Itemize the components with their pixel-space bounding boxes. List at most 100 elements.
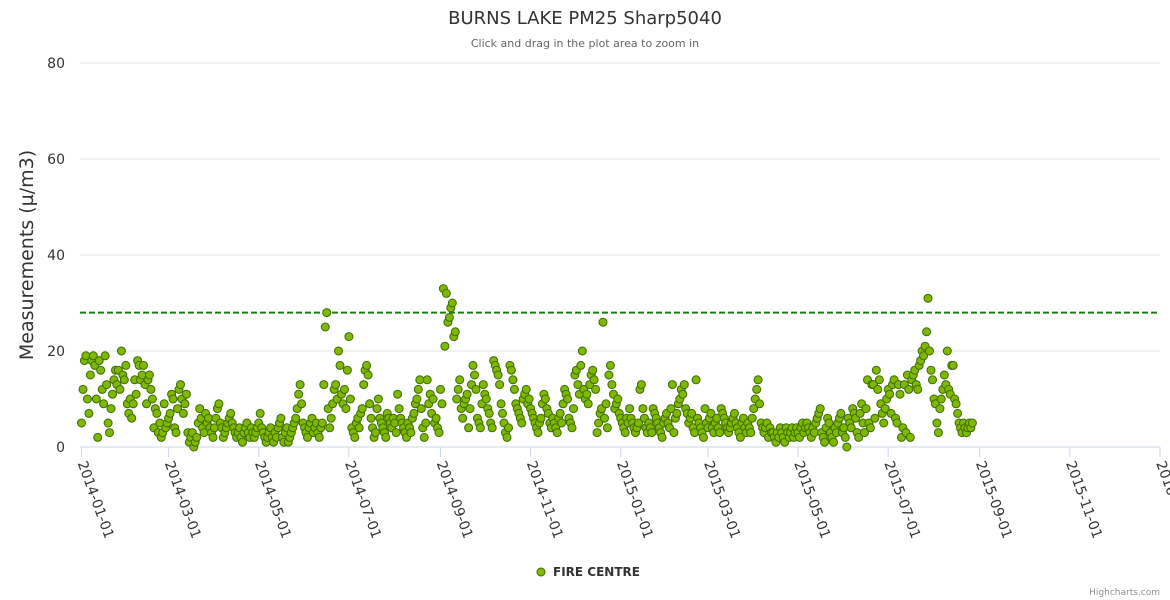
data-point[interactable] (131, 389, 141, 399)
data-point[interactable] (860, 428, 869, 438)
data-point[interactable] (625, 404, 635, 414)
data-point[interactable] (297, 399, 307, 409)
data-point[interactable] (458, 413, 468, 423)
data-point[interactable] (471, 384, 481, 394)
data-point[interactable] (340, 384, 349, 394)
data-point[interactable] (444, 312, 454, 322)
data-point[interactable] (335, 360, 345, 370)
data-point[interactable] (594, 418, 604, 428)
data-point[interactable] (406, 428, 416, 438)
data-point[interactable] (892, 418, 902, 428)
data-point[interactable] (647, 428, 657, 438)
data-point[interactable] (842, 442, 852, 452)
data-point[interactable] (77, 418, 86, 428)
data-point[interactable] (103, 418, 113, 428)
data-point[interactable] (357, 404, 367, 414)
data-point[interactable] (475, 423, 485, 433)
data-point[interactable] (94, 356, 104, 366)
data-point[interactable] (846, 423, 856, 433)
data-point[interactable] (431, 413, 441, 423)
data-point[interactable] (885, 389, 895, 399)
data-point[interactable] (638, 404, 648, 414)
data-point[interactable] (922, 327, 932, 337)
data-point[interactable] (613, 394, 623, 404)
data-point[interactable] (524, 394, 534, 404)
data-point[interactable] (82, 394, 92, 404)
data-point[interactable] (700, 404, 710, 414)
data-point[interactable] (699, 432, 708, 442)
data-point[interactable] (925, 346, 934, 356)
data-point[interactable] (939, 370, 949, 380)
data-point[interactable] (747, 413, 757, 423)
data-point[interactable] (322, 308, 332, 318)
data-point[interactable] (394, 404, 404, 414)
data-point[interactable] (879, 418, 889, 428)
data-point[interactable] (936, 394, 946, 404)
data-point[interactable] (573, 380, 583, 390)
data-point[interactable] (372, 404, 382, 414)
data-point[interactable] (592, 428, 602, 438)
data-point[interactable] (159, 399, 169, 409)
data-point[interactable] (919, 351, 929, 361)
data-point[interactable] (576, 360, 586, 370)
data-point[interactable] (371, 428, 380, 438)
data-point[interactable] (294, 389, 304, 399)
data-point[interactable] (334, 346, 343, 356)
data-point[interactable] (540, 394, 550, 404)
data-point[interactable] (953, 408, 963, 418)
data-point[interactable] (755, 399, 765, 409)
data-point[interactable] (314, 432, 324, 442)
data-point[interactable] (178, 408, 188, 418)
data-point[interactable] (455, 375, 465, 385)
data-point[interactable] (667, 380, 677, 390)
data-point[interactable] (331, 380, 341, 390)
data-point[interactable] (591, 384, 601, 394)
data-point[interactable] (933, 428, 943, 438)
data-point[interactable] (342, 365, 352, 375)
data-point[interactable] (502, 432, 512, 442)
data-point[interactable] (441, 288, 451, 298)
data-point[interactable] (139, 360, 148, 370)
data-point[interactable] (102, 380, 112, 390)
data-point[interactable] (815, 404, 825, 414)
data-point[interactable] (180, 399, 190, 409)
data-point[interactable] (421, 418, 431, 428)
data-point[interactable] (555, 408, 565, 418)
data-point[interactable] (437, 399, 447, 409)
data-point[interactable] (504, 423, 513, 433)
data-point[interactable] (746, 428, 756, 438)
data-point[interactable] (508, 375, 518, 385)
data-point[interactable] (600, 413, 609, 423)
data-point[interactable] (366, 413, 376, 423)
data-point[interactable] (557, 418, 567, 428)
data-point[interactable] (393, 389, 403, 399)
data-point[interactable] (350, 432, 360, 442)
data-point[interactable] (176, 380, 185, 390)
data-point[interactable] (428, 394, 438, 404)
data-point[interactable] (679, 380, 689, 390)
data-point[interactable] (416, 404, 426, 414)
data-point[interactable] (602, 423, 612, 433)
data-point[interactable] (434, 428, 444, 438)
data-point[interactable] (465, 404, 475, 414)
data-point[interactable] (840, 432, 850, 442)
credits-link[interactable]: Highcharts.com (1089, 588, 1160, 598)
data-point[interactable] (440, 341, 450, 351)
data-point[interactable] (171, 428, 181, 438)
data-point[interactable] (106, 404, 116, 414)
legend-item[interactable]: FIRE CENTRE (553, 565, 640, 579)
data-point[interactable] (354, 423, 364, 433)
data-point[interactable] (415, 375, 425, 385)
data-point[interactable] (470, 370, 479, 380)
data-point[interactable] (436, 384, 445, 394)
data-point[interactable] (536, 413, 546, 423)
data-point[interactable] (78, 384, 88, 394)
data-point[interactable] (214, 399, 224, 409)
data-point[interactable] (341, 404, 351, 414)
data-point[interactable] (495, 380, 505, 390)
data-point[interactable] (181, 389, 191, 399)
data-point[interactable] (669, 428, 679, 438)
data-point[interactable] (413, 384, 423, 394)
data-point[interactable] (276, 413, 286, 423)
data-point[interactable] (453, 384, 463, 394)
